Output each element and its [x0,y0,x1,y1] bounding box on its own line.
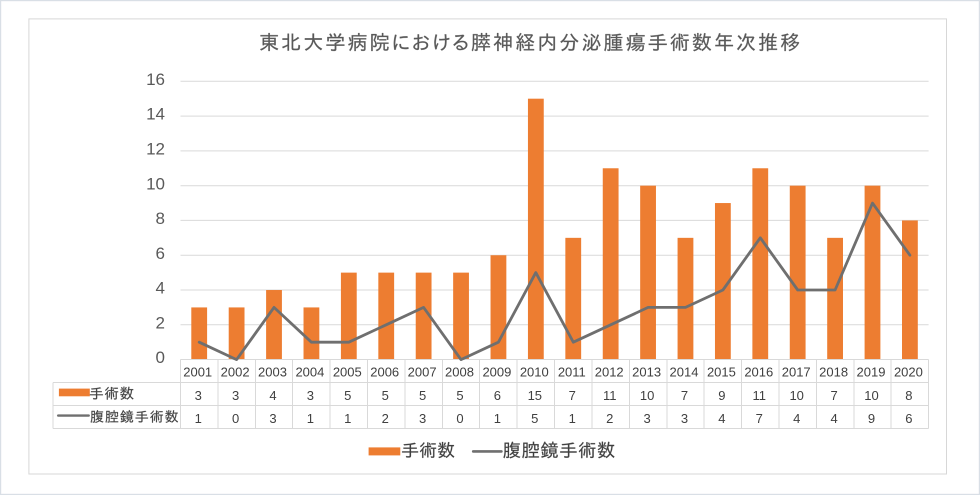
svg-text:2005: 2005 [333,365,362,380]
svg-text:1: 1 [494,411,501,426]
svg-text:5: 5 [382,388,389,403]
svg-text:1: 1 [344,411,351,426]
svg-text:2014: 2014 [670,365,699,380]
svg-text:4: 4 [269,388,276,403]
svg-text:2017: 2017 [782,365,811,380]
svg-text:2009: 2009 [482,365,511,380]
svg-text:1: 1 [195,411,202,426]
svg-text:2018: 2018 [819,365,848,380]
svg-text:10: 10 [864,388,878,403]
svg-text:7: 7 [681,388,688,403]
svg-text:2013: 2013 [632,365,661,380]
svg-text:7: 7 [569,388,576,403]
svg-text:9: 9 [868,411,875,426]
svg-text:2: 2 [606,411,613,426]
svg-text:10: 10 [146,174,165,193]
svg-text:5: 5 [531,411,538,426]
svg-text:3: 3 [681,411,688,426]
svg-text:3: 3 [307,388,314,403]
svg-text:2004: 2004 [295,365,324,380]
svg-text:6: 6 [156,244,165,263]
svg-text:2002: 2002 [221,365,250,380]
svg-text:2016: 2016 [744,365,773,380]
svg-text:3: 3 [195,388,202,403]
svg-text:4: 4 [830,411,837,426]
svg-text:2001: 2001 [183,365,212,380]
svg-text:10: 10 [640,388,654,403]
svg-text:5: 5 [419,388,426,403]
svg-text:7: 7 [756,411,763,426]
svg-text:3: 3 [419,411,426,426]
svg-text:2011: 2011 [558,365,586,380]
svg-text:2006: 2006 [370,365,399,380]
svg-text:1: 1 [569,411,576,426]
svg-text:8: 8 [905,388,912,403]
svg-text:4: 4 [793,411,800,426]
svg-text:2003: 2003 [258,365,287,380]
svg-text:2012: 2012 [595,365,624,380]
svg-text:7: 7 [830,388,837,403]
svg-text:12: 12 [146,140,165,159]
svg-text:0: 0 [232,411,239,426]
svg-text:1: 1 [307,411,314,426]
svg-text:0: 0 [156,348,165,367]
svg-text:2019: 2019 [857,365,886,380]
svg-text:3: 3 [269,411,276,426]
svg-text:6: 6 [905,411,912,426]
svg-text:6: 6 [494,388,501,403]
svg-text:3: 3 [643,411,650,426]
svg-text:14: 14 [146,105,165,124]
svg-text:2: 2 [382,411,389,426]
svg-text:2007: 2007 [408,365,437,380]
svg-text:9: 9 [718,388,725,403]
svg-text:2020: 2020 [894,365,923,380]
svg-text:11: 11 [603,388,617,403]
svg-text:4: 4 [156,279,165,298]
svg-text:11: 11 [753,388,767,403]
svg-text:2010: 2010 [520,365,549,380]
svg-text:8: 8 [156,209,165,228]
svg-text:4: 4 [718,411,725,426]
svg-text:2: 2 [156,313,165,332]
svg-text:5: 5 [344,388,351,403]
svg-text:2015: 2015 [707,365,736,380]
svg-text:16: 16 [146,70,165,89]
svg-text:3: 3 [232,388,239,403]
svg-text:2008: 2008 [445,365,474,380]
svg-text:0: 0 [456,411,463,426]
svg-text:5: 5 [456,388,463,403]
svg-text:10: 10 [789,388,803,403]
svg-text:15: 15 [528,388,542,403]
